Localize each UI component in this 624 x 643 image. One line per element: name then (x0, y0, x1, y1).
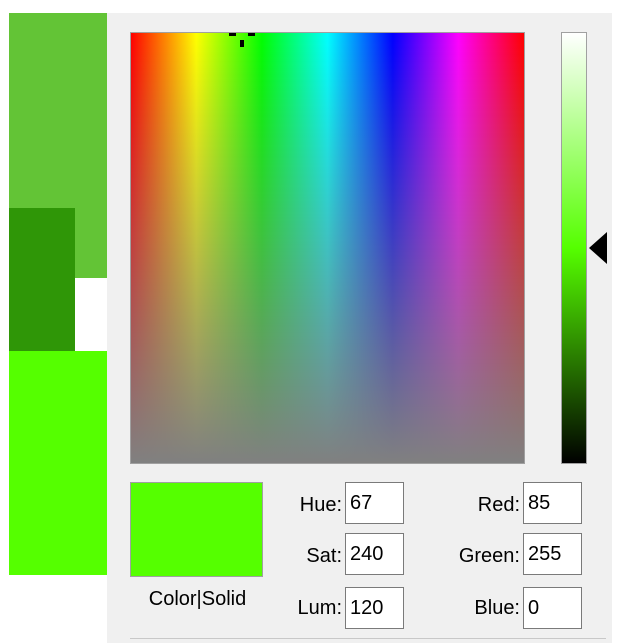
spectrum-crosshair[interactable] (229, 31, 255, 49)
hue-saturation-spectrum[interactable] (130, 32, 525, 464)
luminance-slider-arrow-icon[interactable] (589, 232, 607, 264)
blue-label: Blue: (474, 597, 520, 619)
hue-field[interactable] (345, 482, 404, 524)
color-swatch-dark-green (9, 208, 75, 351)
lum-label: Lum: (297, 597, 342, 619)
sat-label: Sat: (306, 545, 342, 567)
green-field[interactable] (523, 533, 582, 575)
color-solid-label: Color|Solid (148, 588, 247, 610)
color-swatch-bright-green (9, 351, 107, 575)
red-label: Red: (477, 494, 520, 516)
lum-field[interactable] (345, 587, 404, 629)
luminance-slider[interactable] (561, 32, 587, 464)
blue-field[interactable] (523, 587, 582, 629)
color-solid-preview (130, 482, 263, 577)
sat-field[interactable] (345, 533, 404, 575)
green-label: Green: (458, 545, 520, 567)
hue-label: Hue: (299, 494, 342, 516)
red-field[interactable] (523, 482, 582, 524)
dialog-divider (130, 638, 606, 639)
